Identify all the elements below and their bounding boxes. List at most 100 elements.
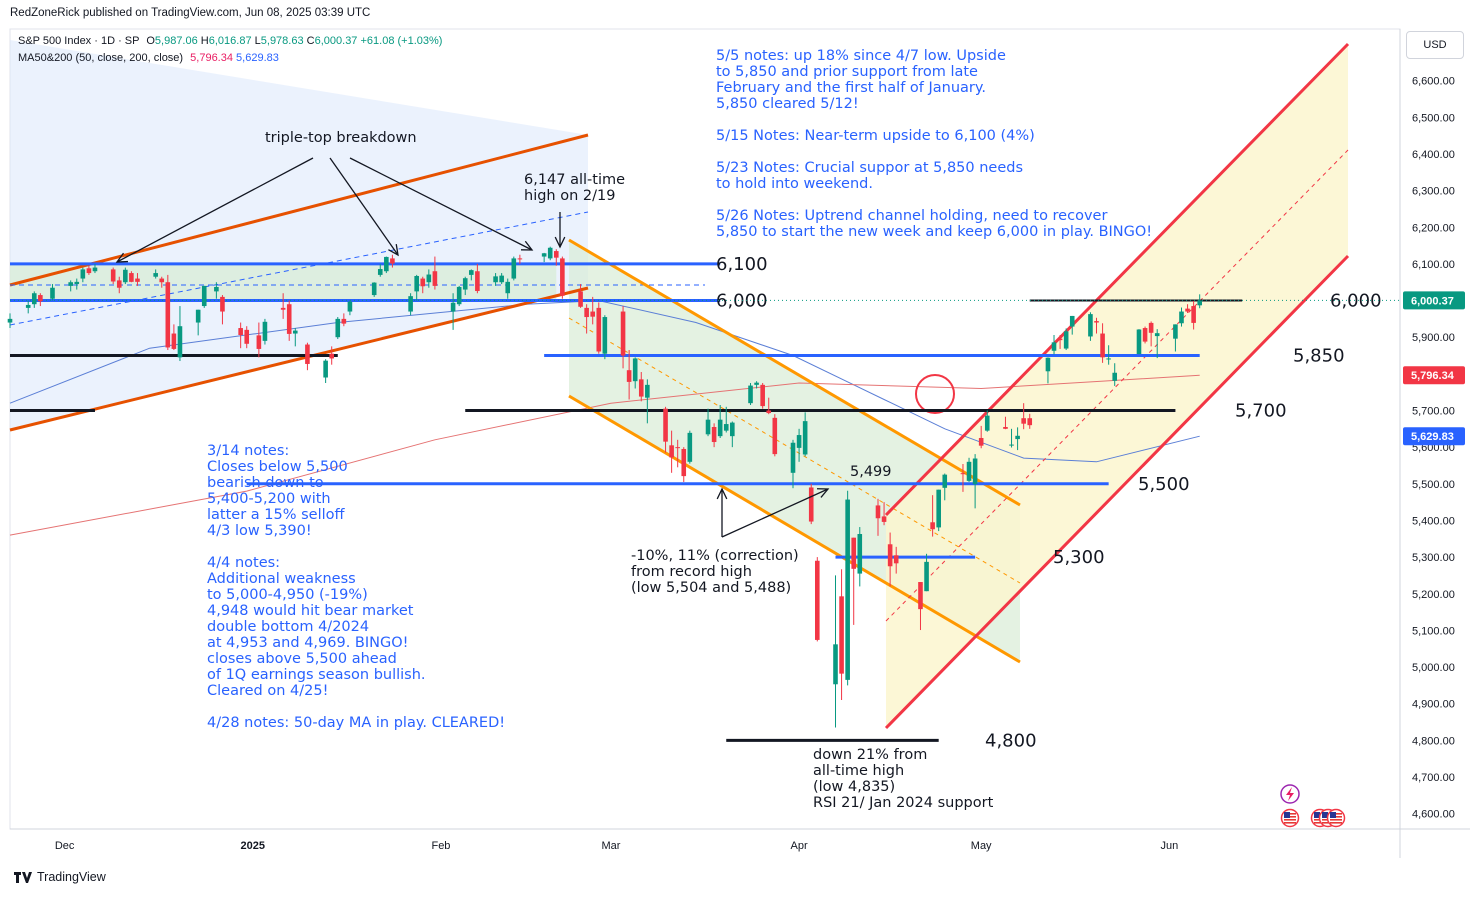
- candle-body: [25, 304, 31, 308]
- flag-stripe: [1284, 822, 1296, 824]
- left-notes: 4,948 would hit bear market: [207, 603, 414, 619]
- candle-body: [578, 291, 583, 307]
- candle-body: [1100, 333, 1105, 358]
- y-tick-label: 5,000.00: [1412, 662, 1455, 674]
- time-axis[interactable]: Dec 2025 Feb Mar Apr May Jun: [55, 840, 1178, 852]
- candle-body: [1136, 329, 1142, 355]
- y-tick-label: 6,400.00: [1412, 149, 1455, 161]
- candle-body: [887, 544, 893, 567]
- x-tick-label: Feb: [431, 840, 450, 852]
- candle-body: [881, 516, 887, 522]
- symbol-name: S&P 500 Index · 1D · SP: [18, 35, 140, 47]
- right-notes: 5/5 notes: up 18% since 4/7 low. Upside: [716, 48, 1006, 64]
- candle-body: [262, 321, 268, 341]
- candle-body: [469, 270, 474, 275]
- candle-body: [717, 419, 723, 437]
- arrow-triple-top-3: [349, 157, 533, 251]
- event-icons[interactable]: [1280, 784, 1346, 828]
- ath-note: high on 2/19: [524, 188, 615, 204]
- flag-stripe: [1322, 822, 1334, 824]
- low-note: RSI 21/ Jan 2024 support: [813, 795, 994, 811]
- right-notes: to 5,850 and prior support from late: [716, 64, 978, 80]
- symbol-legend[interactable]: S&P 500 Index · 1D · SP O5,987.06 H6,016…: [18, 35, 442, 47]
- candle-body: [978, 437, 984, 446]
- candle-body: [432, 271, 438, 286]
- candle-body: [123, 269, 128, 283]
- x-tick-label: 2025: [241, 840, 265, 852]
- candle-body: [505, 281, 511, 294]
- candle-body: [645, 384, 650, 398]
- candle-body: [796, 435, 802, 448]
- y-tick-label: 6,100.00: [1412, 259, 1455, 271]
- candle-body: [244, 329, 250, 344]
- candle-body: [159, 278, 165, 283]
- golden-cross-circle: [915, 374, 955, 414]
- candle-body: [7, 318, 13, 323]
- candle-body: [475, 271, 480, 292]
- x-tick-label: Dec: [55, 840, 75, 852]
- currency-button[interactable]: USD: [1406, 31, 1464, 59]
- candle-body: [772, 417, 778, 455]
- ohlc-h-label: H: [200, 35, 209, 47]
- y-tick-label: 4,900.00: [1412, 699, 1455, 711]
- candle-body: [1106, 358, 1111, 360]
- candle-body: [547, 247, 553, 259]
- level-label: 6,000: [716, 291, 768, 312]
- arrow-ath-head: [554, 236, 566, 249]
- ma-legend[interactable]: MA50&200 (50, close, 200, close) 5,796.3…: [18, 52, 279, 64]
- candle-body: [280, 307, 286, 310]
- trend-channels[interactable]: [9, 42, 1350, 730]
- right-notes: 5,850 cleared 5/12!: [716, 96, 859, 112]
- tradingview-logo-icon: [14, 871, 32, 883]
- level-label: 4,800: [985, 730, 1037, 751]
- candle-body: [38, 295, 43, 302]
- low-note: down 21% from: [813, 747, 927, 763]
- y-tick-label: 5,700.00: [1412, 406, 1455, 418]
- candle-body: [1142, 328, 1148, 342]
- ma50-price-tag: 5,796.34: [1411, 370, 1455, 382]
- candle-body: [1191, 306, 1196, 323]
- candle-body: [893, 555, 899, 564]
- right-notes: February and the first half of January.: [716, 80, 986, 96]
- price-axis[interactable]: 4,600.00 4,700.00 4,800.00 4,900.00 5,000.00…: [1403, 76, 1465, 821]
- candle-body: [292, 330, 298, 334]
- tradingview-brand[interactable]: TradingView: [14, 870, 106, 884]
- candle-body: [638, 379, 644, 397]
- candle-body: [171, 333, 177, 349]
- candle-body: [936, 489, 941, 528]
- candle-body: [116, 280, 122, 288]
- candle-body: [705, 419, 711, 435]
- candles: [7, 246, 1202, 728]
- arrow-correction-1-head: [716, 487, 728, 500]
- y-tick-label: 5,200.00: [1412, 589, 1455, 601]
- ohlc-high: 6,016.87: [208, 35, 252, 47]
- candle-body: [833, 644, 838, 685]
- flag-stripe: [1330, 819, 1342, 821]
- arrow-correction-2: [721, 488, 829, 538]
- right-notes: to hold into weekend.: [716, 176, 873, 192]
- candle-body: [1021, 418, 1026, 424]
- earnings-lightning-icon: [1280, 784, 1300, 804]
- ohlc-l-label: L: [254, 35, 261, 47]
- arrow-triple-top-2: [329, 157, 399, 256]
- candle-body: [86, 268, 92, 274]
- candle-body: [1063, 331, 1069, 349]
- candle-body: [1148, 322, 1154, 333]
- y-tick-label: 4,800.00: [1412, 735, 1455, 747]
- candle-body: [347, 301, 353, 312]
- candle-body: [857, 534, 863, 574]
- candle-body: [450, 302, 456, 312]
- left-notes: Additional weakness: [207, 571, 356, 587]
- y-tick-label: 4,600.00: [1412, 809, 1455, 821]
- last-price-tag: 6,000.37: [1411, 295, 1454, 307]
- flag-stripe: [1314, 822, 1326, 824]
- candle-body: [748, 385, 753, 404]
- left-notes: latter a 15% selloff: [207, 507, 346, 523]
- correction-note: from record high: [631, 564, 752, 580]
- candle-body: [1173, 324, 1178, 339]
- candle-body: [930, 522, 935, 530]
- last-price-tag-bg: [1403, 291, 1465, 310]
